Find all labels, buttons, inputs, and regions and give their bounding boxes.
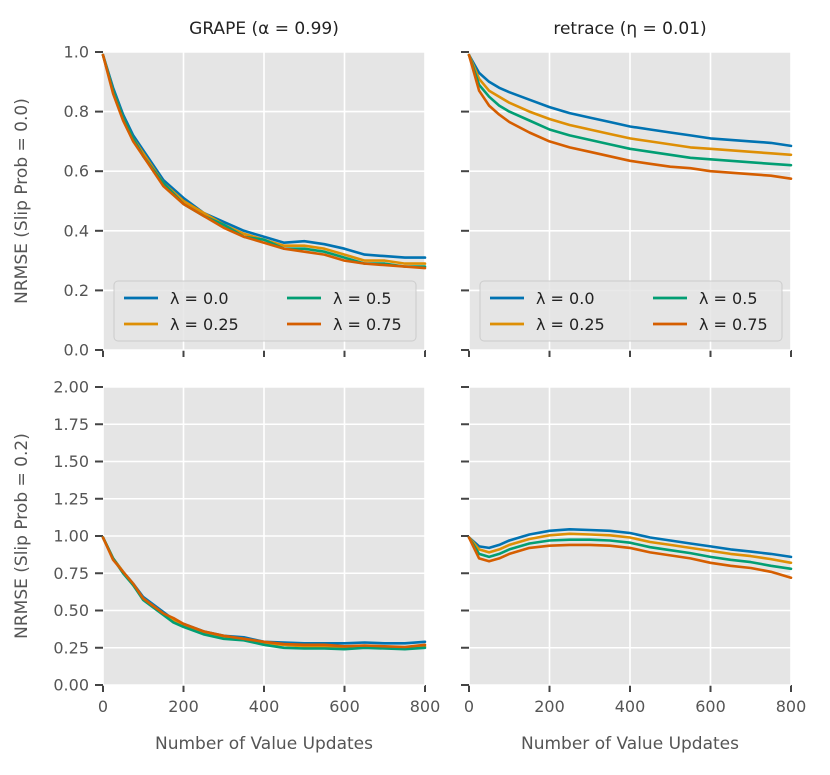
legend-label: λ = 0.75 bbox=[699, 315, 768, 334]
panel-bottom-left: 0 200 400 600 800 0.00 0.25 0.50 0.75 1.00 1.25 1.5… bbox=[12, 378, 440, 755]
x-tick-label: 800 bbox=[410, 697, 441, 716]
legend: λ = 0.0 λ = 0.5 λ = 0.25 λ = 0.75 bbox=[479, 280, 783, 342]
y-tick-label: 0.75 bbox=[53, 564, 89, 583]
y-tick-label: 0.25 bbox=[53, 638, 89, 657]
panel-top-left: 0.0 0.2 0.4 0.6 0.8 1.0 GRAPE (α = 0.99) NRMSE … bbox=[12, 19, 427, 360]
series-line-3 bbox=[467, 53, 793, 180]
legend-label: λ = 0.5 bbox=[333, 289, 392, 308]
y-tick-label: 1.00 bbox=[53, 527, 89, 546]
legend-label: λ = 0.25 bbox=[170, 315, 239, 334]
legend-label: λ = 0.5 bbox=[699, 289, 758, 308]
legend-label: λ = 0.25 bbox=[536, 315, 605, 334]
y-tick-label: 0.8 bbox=[64, 102, 89, 121]
series-line-0 bbox=[101, 53, 427, 259]
y-tick-label: 0.2 bbox=[64, 281, 89, 300]
series-line-1 bbox=[467, 53, 793, 157]
series-line-0 bbox=[467, 53, 793, 148]
series-line-2 bbox=[467, 536, 793, 571]
series-line-3 bbox=[101, 536, 427, 649]
panel-bottom-right: 0 200 400 600 800 Number of Value Updates bbox=[461, 386, 807, 754]
panel-top-right: retrace (η = 0.01) λ = 0.0 λ = 0.5 λ = 0.25… bbox=[461, 19, 793, 357]
x-tick-label: 200 bbox=[534, 697, 565, 716]
y-tick-label: 0.00 bbox=[53, 676, 89, 695]
series-line-0 bbox=[467, 527, 793, 559]
y-tick-label: 0.4 bbox=[64, 221, 89, 240]
y-tick-label: 0.0 bbox=[64, 341, 89, 360]
x-tick-label: 600 bbox=[329, 697, 360, 716]
legend-label: λ = 0.75 bbox=[333, 315, 402, 334]
y-tick-label: 1.50 bbox=[53, 452, 89, 471]
y-axis-label: NRMSE (Slip Prob = 0.0) bbox=[12, 98, 32, 304]
panel-title: retrace (η = 0.01) bbox=[553, 19, 706, 39]
x-tick-label: 400 bbox=[615, 697, 646, 716]
y-tick-label: 1.0 bbox=[64, 43, 89, 62]
legend: λ = 0.0 λ = 0.5 λ = 0.25 λ = 0.75 bbox=[113, 280, 417, 342]
series-line-3 bbox=[101, 53, 427, 270]
x-tick-label: 0 bbox=[464, 697, 474, 716]
x-tick-label: 0 bbox=[98, 697, 108, 716]
x-axis-label: Number of Value Updates bbox=[155, 734, 373, 754]
legend-label: λ = 0.0 bbox=[170, 289, 229, 308]
x-tick-label: 800 bbox=[776, 697, 807, 716]
panel-title: GRAPE (α = 0.99) bbox=[189, 19, 339, 39]
y-axis-label: NRMSE (Slip Prob = 0.2) bbox=[12, 433, 32, 639]
legend-label: λ = 0.0 bbox=[536, 289, 595, 308]
legend-box bbox=[113, 280, 417, 342]
series-line-3 bbox=[467, 536, 793, 580]
series-line-2 bbox=[467, 53, 793, 167]
y-tick-label: 1.25 bbox=[53, 489, 89, 508]
x-axis-label: Number of Value Updates bbox=[521, 734, 739, 754]
y-tick-label: 2.00 bbox=[53, 378, 89, 397]
x-tick-label: 600 bbox=[695, 697, 726, 716]
x-tick-label: 200 bbox=[168, 697, 199, 716]
y-tick-label: 1.75 bbox=[53, 415, 89, 434]
series-line-1 bbox=[467, 532, 793, 565]
x-tick-label: 400 bbox=[249, 697, 280, 716]
legend-box bbox=[479, 280, 783, 342]
y-tick-label: 0.50 bbox=[53, 601, 89, 620]
y-tick-label: 0.6 bbox=[64, 162, 89, 181]
